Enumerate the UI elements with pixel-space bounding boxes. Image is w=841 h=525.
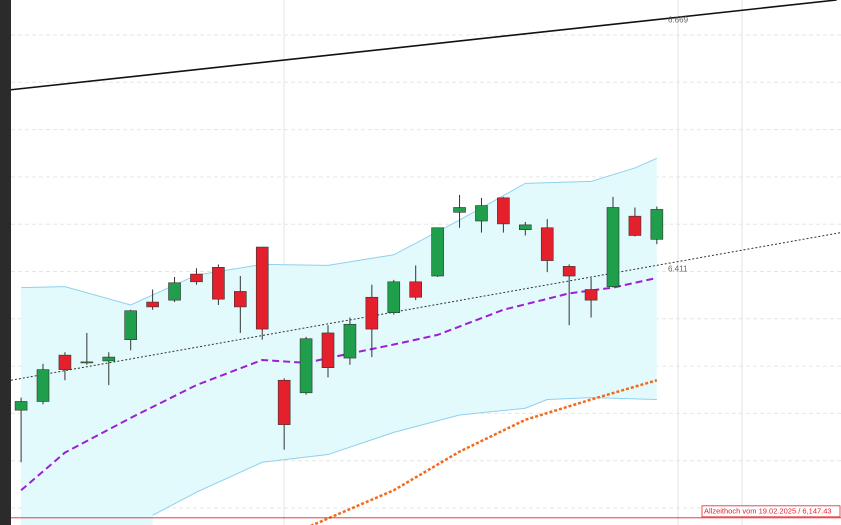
candle-body [102,356,116,362]
candle-body [497,197,510,225]
candle-body [299,338,313,394]
side-strip [0,0,11,525]
candle-body [234,291,247,308]
candle-body [277,379,291,425]
overlay-line [10,232,841,381]
candle-body [80,361,94,364]
candle-body [255,246,269,330]
band-line [21,157,658,306]
band-line [152,397,657,516]
candle-body [146,301,159,308]
candle-body [453,207,466,213]
candle-body [606,207,620,287]
candle-body [540,227,554,261]
candle-body [58,354,72,370]
candle-body [212,267,225,300]
reference-label-box [701,505,841,518]
candle-body [190,273,203,283]
candle-body [14,401,28,411]
candle-body [168,282,181,301]
candle-body [409,281,422,298]
plot: 6.669 6.411 Allzeithoch vom 19.02.2025 / 6… [10,0,841,525]
candle-body [431,227,444,277]
overlay-line [10,0,837,91]
candle-body [584,289,598,301]
annotation-label: 6.411 [668,265,688,274]
annotation-label: 6.669 [668,16,689,25]
candle-body [36,369,50,402]
candle-body [124,310,137,341]
candle-body [519,224,532,230]
candle-body [343,323,357,359]
candle-body [475,205,488,222]
candle-body [321,332,335,368]
band-fill [21,158,657,525]
candle-body [628,215,642,236]
candle-body [650,209,664,240]
candle-body [562,266,576,277]
reference-label: Allzeithoch vom 19.02.2025 / 6,147.43 [704,507,832,516]
candle-body [387,281,401,313]
overlay-line [309,379,658,525]
candle-body [365,296,379,330]
